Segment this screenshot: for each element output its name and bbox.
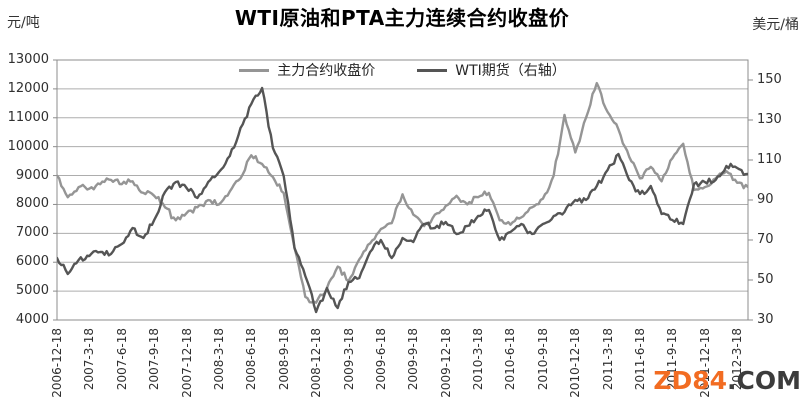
x-tick-label: 2008-9-18 [276,328,291,391]
wti-series-line [57,86,748,314]
y-left-tick-label: 10000 [7,138,49,154]
y-right-tick-label: 70 [757,232,774,247]
x-tick-label: 2009-9-18 [406,328,421,391]
x-tick-label: 2011-3-18 [600,328,615,391]
y-right-tick-label: 150 [757,72,782,87]
y-left-tick-label: 6000 [15,254,49,270]
x-tick-label: 2010-6-18 [503,328,518,391]
y-left-tick-label: 9000 [15,167,49,183]
x-tick-label: 2006-12-18 [50,328,64,398]
right-axis-unit-label: 美元/桶 [752,17,799,33]
chart-title: WTI原油和PTA主力连续合约收盘价 [234,6,570,30]
y-left-tick-label: 4000 [15,312,49,327]
x-tick-label: 2010-9-18 [535,328,550,391]
legend-label-pta: 主力合约收盘价 [277,63,376,79]
x-tick-label: 2011-6-18 [633,328,648,391]
x-tick-label: 2008-6-18 [244,328,259,391]
x-tick-label: 2007-6-18 [114,328,129,391]
left-axis-unit-label: 元/吨 [7,15,40,31]
legend-item-wti: WTI期货（右轴） [417,60,566,80]
y-left-tick-label: 7000 [15,225,49,241]
watermark-com: .COM [727,366,801,395]
y-left-tick-label: 12000 [7,80,49,96]
y-right-tick-label: 130 [757,112,782,127]
wti-line-swatch [417,68,448,72]
y-left-tick-label: 5000 [15,283,49,299]
x-tick-label: 2010-3-18 [471,328,486,391]
x-tick-label: 2008-3-18 [211,328,226,391]
legend-label-wti: WTI期货（右轴） [455,63,566,79]
x-tick-label: 2009-12-18 [438,328,453,398]
y-right-tick-label: 30 [757,312,774,327]
x-tick-label: 2008-12-18 [309,328,324,398]
x-tick-label: 2007-3-18 [82,328,97,391]
watermark: ZD84.COM [653,366,801,395]
x-tick-label: 2009-3-18 [341,328,356,391]
y-left-tick-label: 13000 [7,52,49,67]
pta-line-swatch [239,68,270,72]
y-right-tick-label: 90 [757,192,774,207]
plot-border [56,59,749,321]
y-right-tick-label: 50 [757,272,774,287]
legend: 主力合约收盘价 WTI期货（右轴） [57,61,748,79]
watermark-zd84: ZD84 [653,366,728,395]
x-tick-label: 2007-9-18 [147,328,162,391]
y-right-tick-label: 110 [757,152,782,167]
y-left-tick-label: 11000 [7,109,49,125]
legend-item-pta: 主力合约收盘价 [239,60,375,80]
x-tick-label: 2009-6-18 [373,328,388,391]
pta-series-line [57,81,748,304]
x-tick-label: 2007-12-18 [179,328,194,398]
y-left-tick-label: 8000 [15,196,49,212]
x-tick-label: 2010-12-18 [568,328,583,398]
